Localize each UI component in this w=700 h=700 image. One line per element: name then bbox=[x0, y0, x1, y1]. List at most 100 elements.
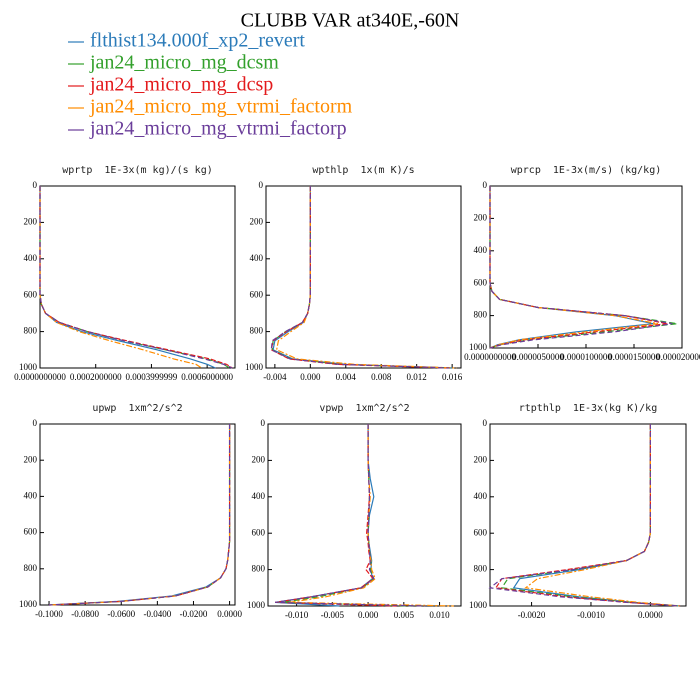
panel-title: wprtp 1E-3x(m kg)/(s kg) bbox=[62, 165, 213, 176]
y-tick-label: 400 bbox=[24, 490, 38, 500]
x-tick-label: -0.0600 bbox=[107, 609, 135, 619]
y-tick-label: 200 bbox=[474, 212, 488, 222]
profile-line bbox=[270, 186, 448, 369]
plot-frame bbox=[39, 185, 236, 369]
figure-title: CLUBB VAR at340E,-60N bbox=[241, 10, 460, 32]
y-tick-label: 0 bbox=[33, 180, 38, 190]
x-tick-label: 0.000 bbox=[358, 610, 379, 620]
x-tick-label: -0.005 bbox=[321, 610, 345, 620]
profile-line bbox=[39, 186, 233, 369]
x-tick-label: 0.012 bbox=[407, 372, 427, 382]
profile-line bbox=[282, 424, 411, 607]
legend-label: jan24_micro_mg_dcsm bbox=[89, 52, 279, 74]
y-tick-label: 1000 bbox=[469, 342, 488, 352]
x-tick-label: 0.005 bbox=[394, 610, 415, 620]
legend-label: jan24_micro_mg_vtrmi_factorp bbox=[89, 118, 347, 140]
y-tick-label: 800 bbox=[252, 564, 266, 574]
x-tick-label: -0.0020 bbox=[518, 610, 546, 620]
y-tick-label: 0 bbox=[483, 418, 488, 428]
x-tick-label: 0.0000 bbox=[217, 609, 242, 619]
panel-title: vpwp 1xm^2/s^2 bbox=[319, 403, 409, 414]
y-tick-label: 800 bbox=[24, 563, 38, 573]
y-tick-label: 800 bbox=[474, 564, 488, 574]
profile-line bbox=[275, 186, 457, 369]
y-tick-label: 600 bbox=[24, 527, 38, 537]
y-tick-label: 1000 bbox=[19, 599, 38, 609]
y-tick-label: 600 bbox=[474, 277, 488, 287]
profile-line bbox=[270, 186, 450, 369]
x-tick-label: -0.0200 bbox=[180, 609, 208, 619]
x-tick-label: 0.0000000000 bbox=[464, 352, 516, 362]
y-tick-label: 200 bbox=[474, 454, 488, 464]
panel-title: wpthlp 1x(m K)/s bbox=[312, 165, 414, 176]
profile-line bbox=[489, 186, 673, 349]
y-tick-label: 200 bbox=[24, 216, 38, 226]
profile-line bbox=[488, 424, 681, 607]
profile-line bbox=[489, 186, 659, 349]
profile-line bbox=[48, 424, 231, 606]
plot-frame bbox=[265, 185, 462, 369]
x-tick-label: 0.0006000000 bbox=[181, 372, 233, 382]
profile-line bbox=[48, 424, 231, 606]
y-tick-label: 800 bbox=[250, 326, 264, 336]
profile-line bbox=[48, 424, 231, 606]
x-tick-label: 0.0000000000 bbox=[14, 372, 66, 382]
y-tick-label: 600 bbox=[250, 289, 264, 299]
y-tick-label: 400 bbox=[474, 245, 488, 255]
y-tick-label: 0 bbox=[261, 418, 266, 428]
x-tick-label: 0.0000150000 bbox=[608, 352, 660, 362]
x-tick-label: -0.0800 bbox=[71, 609, 99, 619]
legend-label: jan24_micro_mg_dcsp bbox=[89, 74, 273, 96]
y-tick-label: 400 bbox=[24, 253, 38, 263]
panel-title: upwp 1xm^2/s^2 bbox=[92, 403, 182, 414]
y-tick-label: 1000 bbox=[469, 600, 488, 610]
y-tick-label: 0 bbox=[33, 418, 38, 428]
profile-line bbox=[524, 424, 681, 607]
x-tick-label: 0.0000100000 bbox=[560, 352, 612, 362]
y-tick-label: 1000 bbox=[245, 362, 264, 372]
y-tick-label: 400 bbox=[250, 253, 264, 263]
profile-line bbox=[271, 186, 451, 369]
profile-line bbox=[48, 424, 231, 606]
profile-line bbox=[489, 186, 654, 349]
y-tick-label: 800 bbox=[24, 326, 38, 336]
panel-title: wprcp 1E-3x(m/s) (kg/kg) bbox=[511, 165, 662, 176]
legend-label: jan24_micro_mg_vtrmi_factorm bbox=[89, 96, 353, 118]
profile-line bbox=[272, 186, 453, 369]
x-tick-label: 0.004 bbox=[336, 372, 357, 382]
profile-line bbox=[500, 424, 681, 607]
profile-line bbox=[275, 424, 397, 607]
plot-frame bbox=[267, 423, 462, 607]
y-tick-label: 600 bbox=[252, 527, 266, 537]
profile-line bbox=[39, 186, 216, 369]
panel-title: rtpthlp 1E-3x(kg K)/kg bbox=[519, 403, 657, 414]
y-tick-label: 1000 bbox=[19, 362, 38, 372]
x-tick-label: 0.0000200000 bbox=[656, 352, 700, 362]
profile-line bbox=[39, 186, 230, 369]
profile-line bbox=[489, 186, 668, 349]
x-tick-label: 0.008 bbox=[371, 372, 392, 382]
x-tick-label: -0.004 bbox=[263, 372, 287, 382]
y-tick-label: 400 bbox=[252, 491, 266, 501]
x-tick-label: 0.0000 bbox=[638, 610, 663, 620]
x-tick-label: 0.010 bbox=[429, 610, 450, 620]
y-tick-label: 200 bbox=[250, 216, 264, 226]
plot-frame bbox=[489, 423, 687, 607]
profile-line bbox=[48, 424, 231, 606]
profile-line bbox=[275, 424, 426, 607]
y-tick-label: 0 bbox=[483, 180, 488, 190]
profile-line bbox=[39, 186, 233, 369]
y-tick-label: 0 bbox=[259, 180, 264, 190]
profile-line bbox=[275, 424, 375, 607]
y-tick-label: 600 bbox=[474, 527, 488, 537]
y-tick-label: 400 bbox=[474, 491, 488, 501]
x-tick-label: 0.0002000000 bbox=[70, 372, 122, 382]
y-tick-label: 600 bbox=[24, 289, 38, 299]
plot-frame bbox=[39, 423, 236, 606]
x-tick-label: -0.1000 bbox=[35, 609, 63, 619]
profile-line bbox=[512, 424, 681, 607]
legend-label: flthist134.000f_xp2_revert bbox=[90, 30, 305, 52]
x-tick-label: 0.0003999999 bbox=[126, 372, 178, 382]
y-tick-label: 200 bbox=[252, 454, 266, 464]
